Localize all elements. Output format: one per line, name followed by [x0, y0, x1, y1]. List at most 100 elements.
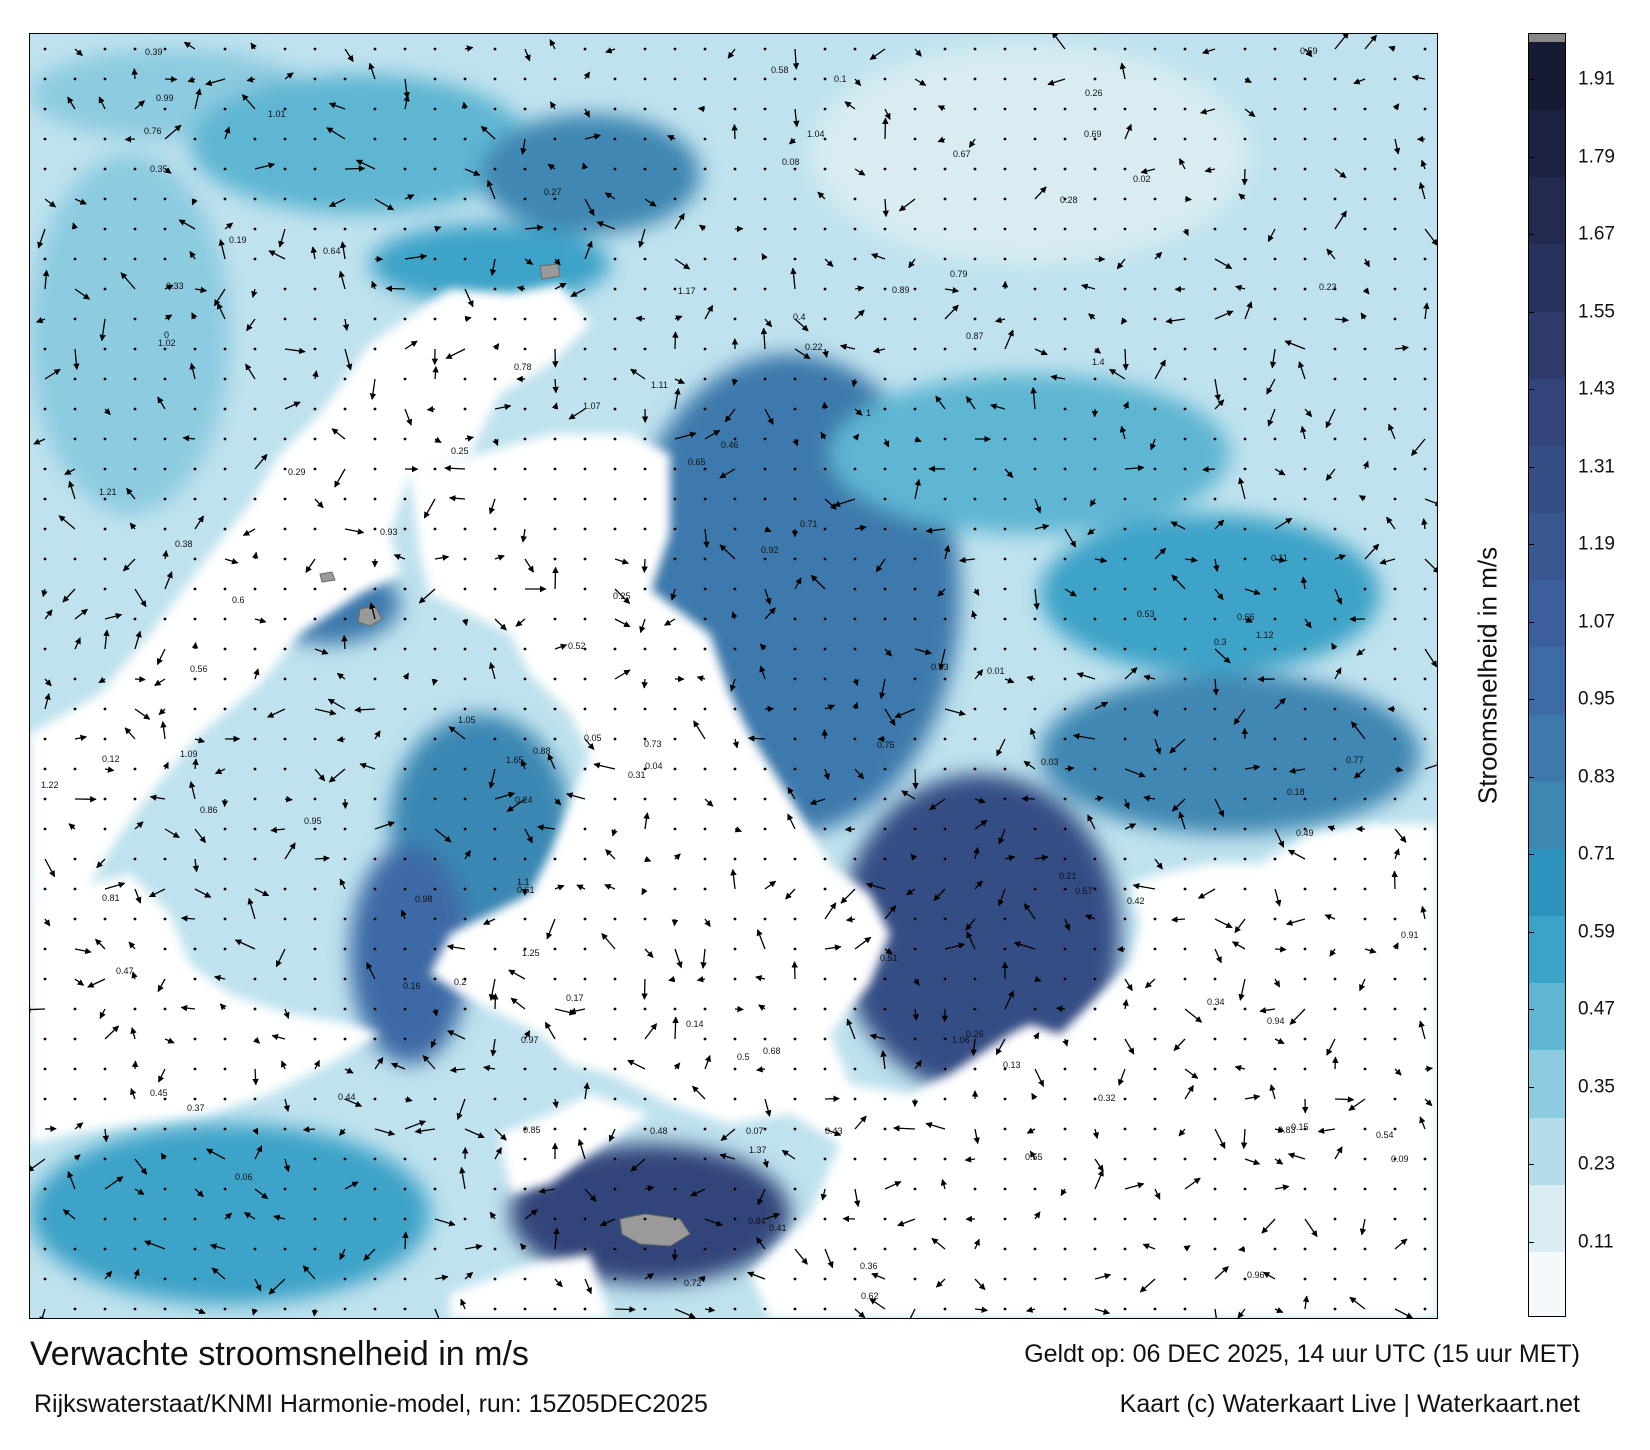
- grid-dot: [643, 107, 647, 111]
- grid-dot: [733, 977, 737, 981]
- grid-dot: [313, 437, 317, 441]
- grid-dot: [133, 347, 137, 351]
- current-arrow: [1300, 425, 1307, 440]
- grid-dot: [613, 1097, 617, 1101]
- grid-dot: [643, 1217, 647, 1221]
- grid-dot: [1273, 257, 1277, 261]
- current-arrow: [252, 1068, 259, 1086]
- current-arrow: [524, 224, 544, 232]
- grid-dot: [433, 47, 437, 51]
- current-arrow: [254, 1278, 262, 1292]
- current-arrow: [1421, 518, 1428, 530]
- current-arrow: [1334, 34, 1349, 50]
- grid-dot: [1213, 497, 1217, 501]
- grid-dot: [283, 107, 287, 111]
- grid-dot: [253, 1097, 257, 1101]
- current-arrow: [644, 856, 652, 863]
- current-arrow: [39, 1308, 46, 1318]
- current-arrow: [884, 1181, 902, 1190]
- colorbar-segment: [1529, 847, 1565, 917]
- grid-dot: [1333, 1007, 1337, 1011]
- grid-dot: [43, 257, 47, 261]
- grid-dot: [313, 1217, 317, 1221]
- current-arrow: [760, 327, 768, 350]
- grid-dot: [463, 527, 467, 531]
- current-arrow: [283, 1098, 290, 1113]
- grid-dot: [1213, 977, 1217, 981]
- grid-dot: [1033, 1247, 1037, 1251]
- grid-dot: [1213, 1037, 1217, 1041]
- grid-dot: [523, 467, 527, 471]
- grid-dot: [523, 1127, 527, 1131]
- grid-dot: [1063, 1097, 1067, 1101]
- current-arrow: [852, 701, 859, 710]
- grid-dot: [433, 167, 437, 171]
- current-arrow: [1081, 283, 1096, 290]
- current-arrow: [672, 1016, 679, 1040]
- current-arrow: [970, 1038, 978, 1056]
- grid-dot: [403, 737, 407, 741]
- speed-label: 0.47: [116, 966, 134, 976]
- grid-dot: [973, 737, 977, 741]
- current-arrow: [524, 828, 533, 844]
- current-arrow: [727, 48, 736, 59]
- speed-label: 0: [164, 330, 169, 340]
- grid-dot: [1423, 347, 1427, 351]
- grid-dot: [913, 167, 917, 171]
- grid-dot: [1333, 197, 1337, 201]
- grid-dot: [703, 257, 707, 261]
- grid-dot: [373, 947, 377, 951]
- current-speed-map[interactable]: 0.160.180.150.140.250.210.220.240.260.30…: [30, 34, 1437, 1318]
- current-arrow: [611, 828, 618, 837]
- grid-dot: [1363, 347, 1367, 351]
- grid-dot: [553, 1217, 557, 1221]
- grid-dot: [913, 1277, 917, 1281]
- grid-dot: [883, 497, 887, 501]
- current-arrow: [974, 880, 983, 890]
- speed-label: 0.02: [1133, 174, 1151, 184]
- grid-dot: [1183, 137, 1187, 141]
- grid-dot: [1093, 617, 1097, 621]
- grid-dot: [1213, 287, 1217, 291]
- grid-dot: [793, 707, 797, 711]
- grid-dot: [1183, 617, 1187, 621]
- current-arrow: [1026, 1306, 1036, 1313]
- current-arrow: [124, 135, 136, 143]
- current-arrow: [1124, 1038, 1135, 1055]
- speed-label: 1.06: [952, 1035, 970, 1045]
- speed-label: 0.33: [166, 281, 184, 291]
- grid-dot: [43, 827, 47, 831]
- grid-dot: [613, 527, 617, 531]
- current-arrow: [925, 1121, 946, 1130]
- colorbar-segment: [1529, 310, 1565, 379]
- grid-dot: [313, 317, 317, 321]
- current-arrow: [914, 1059, 923, 1070]
- current-arrow: [584, 738, 595, 750]
- current-arrow: [41, 588, 48, 598]
- grid-dot: [763, 827, 767, 831]
- grid-dot: [913, 1157, 917, 1161]
- grid-dot: [853, 1067, 857, 1071]
- grid-dot: [1363, 887, 1367, 891]
- grid-dot: [103, 797, 107, 801]
- current-arrow: [764, 1098, 772, 1117]
- current-arrow: [897, 1218, 916, 1227]
- map-frame[interactable]: 0.16 0.18 0.15 0.14 0.25 0.21 0.22 0.24 0.26 0.3 0…: [29, 33, 1438, 1319]
- grid-dot: [103, 287, 107, 291]
- grid-dot: [1123, 557, 1127, 561]
- current-arrow: [693, 720, 706, 740]
- grid-dot: [193, 1247, 197, 1251]
- grid-dot: [1303, 887, 1307, 891]
- land-south-central: [500, 1094, 650, 1194]
- speed-label: 0.51: [880, 953, 898, 963]
- grid-dot: [1243, 407, 1247, 411]
- speed-label: 0.91: [1401, 930, 1419, 940]
- current-arrow: [284, 795, 293, 803]
- grid-dot: [613, 437, 617, 441]
- current-arrow: [1087, 528, 1096, 536]
- grid-dot: [193, 977, 197, 981]
- grid-dot: [283, 137, 287, 141]
- grid-dot: [313, 47, 317, 51]
- grid-dot: [133, 317, 137, 321]
- grid-dot: [43, 1097, 47, 1101]
